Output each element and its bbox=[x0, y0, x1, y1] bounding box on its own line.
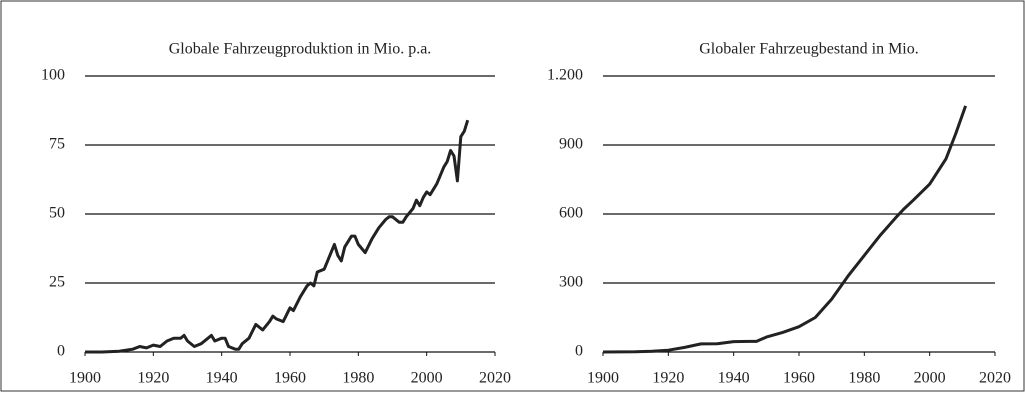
y-tick-label: 0 bbox=[57, 343, 65, 360]
y-tick-label: 300 bbox=[559, 274, 583, 291]
x-tick-label: 1940 bbox=[718, 370, 750, 387]
x-tick-label: 2000 bbox=[914, 370, 946, 387]
x-tick-label: 2020 bbox=[979, 370, 1011, 387]
x-tick-label: 1920 bbox=[137, 370, 169, 387]
y-tick-label: 50 bbox=[49, 205, 65, 222]
y-tick-label: 100 bbox=[41, 67, 65, 84]
line-series bbox=[602, 105, 968, 354]
y-tick-label: 25 bbox=[49, 274, 65, 291]
line-series bbox=[85, 119, 470, 354]
y-tick-label: 600 bbox=[559, 205, 583, 222]
y-tick-label: 900 bbox=[559, 136, 583, 153]
x-tick-label: 1960 bbox=[783, 370, 815, 387]
y-tick-label: 75 bbox=[49, 136, 65, 153]
x-tick-label: 2000 bbox=[411, 370, 443, 387]
y-tick-label: 0 bbox=[575, 343, 583, 360]
y-tick-label: 1.200 bbox=[547, 67, 583, 84]
x-tick-label: 1980 bbox=[342, 370, 374, 387]
chart-title: Globaler Fahrzeugbestand in Mio. bbox=[699, 41, 919, 58]
frame bbox=[0, 0, 1025, 392]
x-tick-label: 1920 bbox=[652, 370, 684, 387]
x-tick-label: 1980 bbox=[848, 370, 880, 387]
x-tick-label: 1900 bbox=[69, 370, 101, 387]
chart-title: Globale Fahrzeugproduktion in Mio. p.a. bbox=[169, 41, 432, 58]
x-tick-label: 1900 bbox=[587, 370, 619, 387]
x-tick-label: 2020 bbox=[479, 370, 511, 387]
x-tick-label: 1940 bbox=[206, 370, 238, 387]
x-tick-label: 1960 bbox=[274, 370, 306, 387]
